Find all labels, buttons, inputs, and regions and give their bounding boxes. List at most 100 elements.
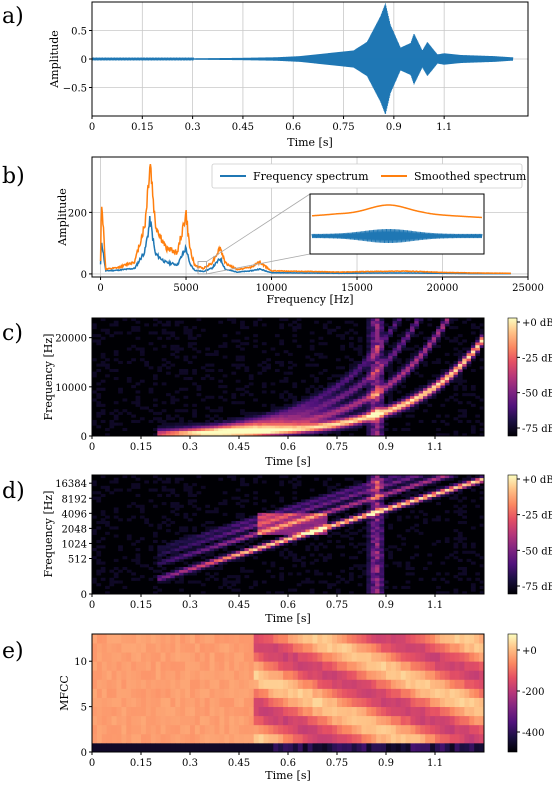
spectrogram-cell bbox=[209, 553, 215, 557]
mfcc-cell bbox=[175, 661, 181, 671]
mfcc-cell bbox=[219, 706, 225, 717]
mfcc-cell bbox=[248, 733, 255, 744]
spectrogram-cell bbox=[370, 366, 376, 370]
spectrogram-cell bbox=[440, 577, 446, 581]
spectrogram-cell bbox=[270, 403, 276, 407]
spectrogram-cell bbox=[288, 411, 293, 415]
spectrogram-cell bbox=[314, 427, 319, 432]
mfcc-cell bbox=[395, 688, 402, 698]
spectrogram-cell bbox=[414, 344, 420, 348]
spectrogram-cell bbox=[335, 385, 341, 389]
mfcc-cell bbox=[126, 679, 132, 689]
spectrogram-cell bbox=[161, 558, 167, 562]
spectrogram-cell bbox=[379, 318, 385, 322]
spectrogram-cell bbox=[449, 320, 454, 324]
spectrogram-cell bbox=[288, 366, 293, 370]
spectrogram-cell bbox=[296, 419, 302, 423]
mfcc-cell bbox=[116, 661, 122, 671]
spectrogram-cell bbox=[388, 488, 393, 492]
spectrogram-cell bbox=[388, 371, 393, 375]
spectrogram-cell bbox=[183, 371, 189, 375]
spectrogram-cell bbox=[335, 427, 341, 432]
mfcc-cell bbox=[454, 724, 460, 735]
spectrogram-cell bbox=[431, 480, 437, 484]
spectrogram-cell bbox=[427, 379, 433, 383]
spectrogram-cell bbox=[335, 395, 341, 399]
spectrogram-cell bbox=[253, 427, 258, 432]
spectrogram-cell bbox=[470, 499, 476, 503]
mfcc-cell bbox=[435, 661, 441, 671]
spectrogram-cell bbox=[205, 363, 210, 367]
spectrogram-cell bbox=[409, 502, 415, 506]
spectrogram-cell bbox=[261, 480, 267, 484]
spectrogram-cell bbox=[157, 556, 163, 560]
spectrogram-cell bbox=[362, 572, 367, 576]
spectrogram-cell bbox=[436, 344, 441, 348]
mfcc-cell bbox=[430, 670, 436, 680]
spectrogram-cell bbox=[383, 507, 389, 511]
spectrogram-cell bbox=[375, 425, 380, 429]
mfcc-cell bbox=[180, 634, 186, 644]
spectrogram-cell bbox=[379, 564, 385, 568]
spectrogram-cell bbox=[314, 523, 319, 527]
spectrogram-cell bbox=[183, 512, 189, 516]
spectrogram-cell bbox=[362, 493, 367, 498]
mfcc-cell bbox=[278, 634, 284, 644]
spectrogram-cell bbox=[322, 414, 328, 418]
spectrogram-cell bbox=[161, 539, 167, 544]
spectrogram-cell bbox=[322, 368, 328, 373]
spectrogram-cell bbox=[440, 561, 446, 565]
mfcc-cell bbox=[224, 652, 230, 662]
spectrogram-cell bbox=[279, 496, 285, 500]
spectrogram-cell bbox=[431, 491, 437, 495]
spectrogram-cell bbox=[179, 537, 184, 541]
x-tick-label: 0.15 bbox=[130, 758, 152, 769]
spectrogram-cell bbox=[327, 409, 332, 413]
spectrogram-cell bbox=[423, 483, 428, 487]
spectrogram-cell bbox=[366, 320, 372, 324]
spectrogram-cell bbox=[348, 577, 354, 581]
spectrogram-cell bbox=[200, 328, 206, 332]
mfcc-cell bbox=[180, 679, 186, 689]
spectrogram-cell bbox=[240, 342, 245, 346]
mfcc-cell bbox=[229, 652, 235, 662]
mfcc-cell bbox=[190, 670, 196, 680]
spectrogram-cell bbox=[222, 425, 228, 429]
mfcc-cell bbox=[229, 715, 235, 726]
spectrogram-cell bbox=[409, 504, 415, 508]
spectrogram-cell bbox=[183, 395, 189, 399]
spectrogram-cell bbox=[292, 531, 298, 535]
spectrogram-cell bbox=[166, 518, 171, 522]
mfcc-cell bbox=[469, 670, 475, 680]
spectrogram-cell bbox=[309, 510, 315, 514]
spectrogram-cell bbox=[231, 542, 237, 546]
mfcc-cell bbox=[439, 697, 446, 708]
spectrogram-cell bbox=[409, 334, 415, 338]
spectrogram-cell bbox=[240, 425, 245, 429]
spectrogram-cell bbox=[279, 425, 285, 429]
spectrogram-cell bbox=[318, 502, 324, 506]
mfcc-cell bbox=[111, 643, 117, 653]
spectrogram-cell bbox=[396, 491, 402, 495]
spectrogram-cell bbox=[375, 566, 380, 571]
mfcc-cell bbox=[435, 715, 441, 726]
spectrogram-cell bbox=[209, 566, 215, 571]
spectrogram-cell bbox=[318, 580, 324, 584]
spectrogram-cell bbox=[370, 360, 376, 364]
spectrogram-cell bbox=[466, 355, 472, 359]
spectrogram-cell bbox=[292, 539, 298, 544]
spectrogram-cell bbox=[192, 553, 197, 557]
mfcc-cell bbox=[449, 652, 455, 662]
mfcc-cell bbox=[160, 670, 166, 680]
mfcc-cell bbox=[121, 688, 127, 698]
mfcc-cell bbox=[366, 652, 372, 662]
spectrogram-cell bbox=[222, 577, 228, 581]
mfcc-cell bbox=[219, 724, 225, 735]
spectrogram-cell bbox=[157, 427, 163, 432]
mfcc-cell bbox=[170, 652, 176, 662]
spectrogram-cell bbox=[370, 515, 376, 519]
spectrogram-cell bbox=[218, 409, 224, 413]
spectrogram-cell bbox=[218, 385, 224, 389]
mfcc-cell bbox=[459, 661, 465, 671]
spectrogram-cell bbox=[266, 417, 271, 421]
